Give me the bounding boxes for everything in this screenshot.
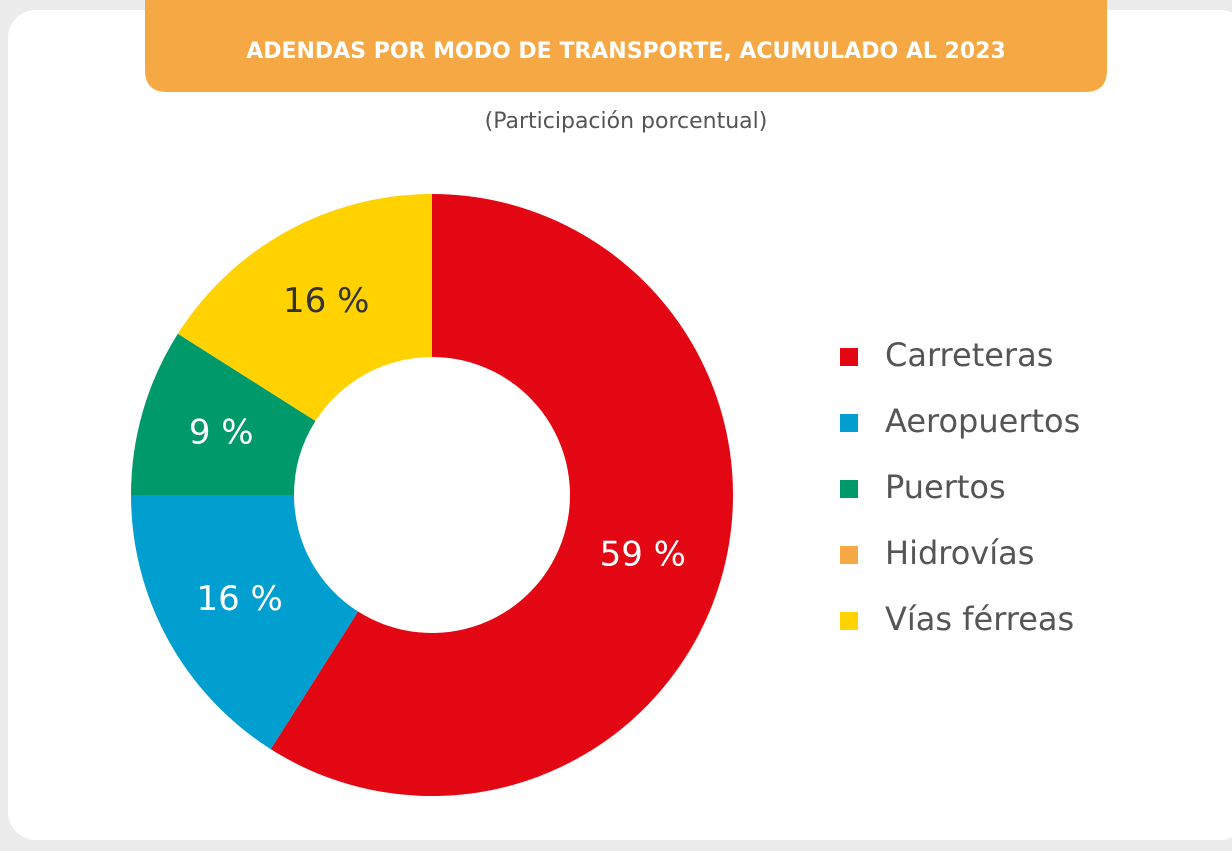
legend-label: Aeropuertos xyxy=(885,402,1080,440)
donut-slice xyxy=(131,495,359,750)
donut-slice xyxy=(177,194,432,422)
legend-label: Puertos xyxy=(885,468,1006,506)
legend-swatch xyxy=(840,546,858,564)
data-label: 59 % xyxy=(600,535,686,575)
legend-swatch xyxy=(840,480,858,498)
donut-slice xyxy=(131,333,316,495)
legend-label: Hidrovías xyxy=(885,534,1034,572)
chart-subtitle: (Participación porcentual) xyxy=(485,109,768,134)
legend-swatch xyxy=(840,348,858,366)
title-band xyxy=(145,0,1107,92)
data-label: 16 % xyxy=(283,281,369,321)
legend-swatch xyxy=(840,612,858,630)
legend-label: Carreteras xyxy=(885,336,1053,374)
chart-title: ADENDAS POR MODO DE TRANSPORTE, ACUMULAD… xyxy=(246,39,1006,64)
donut-slice xyxy=(270,194,734,797)
data-label: 16 % xyxy=(196,579,282,619)
legend-swatch xyxy=(840,414,858,432)
legend-label: Vías férreas xyxy=(885,600,1074,638)
data-label: 9 % xyxy=(189,412,254,452)
